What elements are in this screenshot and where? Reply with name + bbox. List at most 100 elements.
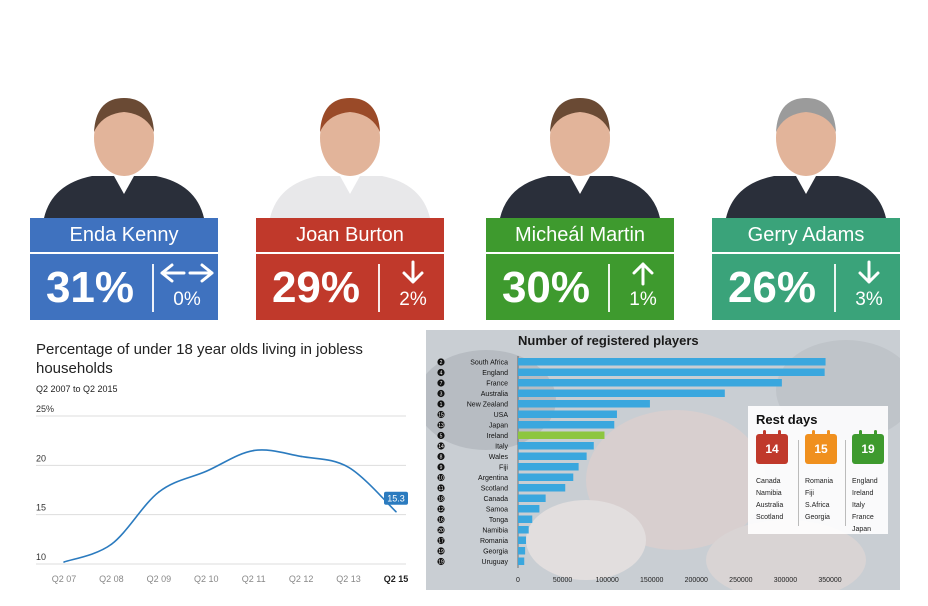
rank-badge xyxy=(437,547,445,555)
y-tick-label: 10 xyxy=(36,552,46,562)
leader-photo xyxy=(256,92,444,218)
data-point xyxy=(395,510,397,513)
data-point xyxy=(110,543,113,546)
players-chart: Number of registered players 0 50000 10000… xyxy=(426,330,900,590)
rank-label: 14 xyxy=(438,444,444,450)
calendar-icon: 19 xyxy=(852,430,884,464)
left-right-arrow-icon xyxy=(160,263,214,283)
bar xyxy=(518,484,566,492)
leader-change: 3% xyxy=(855,289,883,310)
rank-badge xyxy=(437,494,445,503)
bar xyxy=(518,379,782,387)
category-label: Samoa xyxy=(486,507,508,514)
bar xyxy=(518,421,615,429)
rest-days-teams: Romania Fiji S.Africa Georgia xyxy=(805,476,833,524)
data-point xyxy=(347,466,350,469)
data-point xyxy=(300,455,302,458)
category-label: Fiji xyxy=(499,465,508,472)
rank-label: 16 xyxy=(438,518,444,524)
category-label: Tonga xyxy=(489,517,508,524)
rest-days-team: Romania xyxy=(805,478,834,485)
x-tick-label: Q2 11 xyxy=(242,574,266,584)
data-point xyxy=(205,470,208,473)
rest-days-team: Namibia xyxy=(756,490,782,497)
players-chart-title: Number of registered players xyxy=(518,333,699,348)
category-label: Georgia xyxy=(483,549,508,556)
rank-badge xyxy=(437,410,445,419)
leader-stat-box: 30% 1% xyxy=(486,254,674,320)
rest-days-panel: Rest days 14 Canada Namibia Australia Scotla… xyxy=(748,406,888,534)
players-chart-plot: 0 50000 100000 150000 200000 250000 300000 3500… xyxy=(437,356,842,584)
leader-name: Micheál Martin xyxy=(486,218,674,252)
rank-label: 7 xyxy=(440,381,443,387)
end-value-label: 15.3 xyxy=(387,494,405,504)
leader-percent: 30% xyxy=(501,263,591,312)
rank-badge xyxy=(437,536,445,545)
category-label: Romania xyxy=(480,538,508,545)
category-label: Argentina xyxy=(478,475,508,482)
rest-days-team: Fiji xyxy=(805,490,814,497)
rank-badge xyxy=(437,389,445,398)
leader-percent: 29% xyxy=(271,263,361,312)
bar xyxy=(518,431,605,439)
leader-name: Joan Burton xyxy=(256,218,444,252)
bar xyxy=(518,400,650,408)
rank-badge xyxy=(437,442,445,450)
x-tick-label: 150000 xyxy=(640,577,663,584)
bar xyxy=(518,557,525,565)
rest-days-team: Canada xyxy=(756,478,781,485)
leader-stat-box: 29% 2% xyxy=(256,254,444,320)
leader-stat-box: 26% 3% xyxy=(712,254,900,320)
bar xyxy=(518,547,526,555)
rank-label: 2 xyxy=(440,360,443,366)
rank-label: 15 xyxy=(438,413,444,419)
rest-days-teams: England Ireland Italy France Japan xyxy=(852,476,878,536)
rank-label: 9 xyxy=(440,465,443,471)
category-label: Italy xyxy=(495,444,508,451)
leader-percent: 26% xyxy=(727,263,817,312)
x-tick-label: 100000 xyxy=(595,577,618,584)
category-label: Canada xyxy=(483,496,508,503)
jobless-chart-plot: 10 15 20 25% Q2 07 Q2 08 Q2 09 Q2 10 Q2 11 Q2 12 Q… xyxy=(36,404,408,584)
category-label: Uruguay xyxy=(482,559,509,566)
rank-badge xyxy=(437,358,445,366)
rank-label: 19 xyxy=(438,549,444,555)
stat-divider xyxy=(378,264,380,312)
leader-name: Gerry Adams xyxy=(712,218,900,252)
rank-label: 8 xyxy=(440,455,443,461)
x-tick-label: Q2 10 xyxy=(194,574,219,584)
rank-label: 1 xyxy=(440,402,443,408)
stat-divider xyxy=(608,264,610,312)
rank-label: 17 xyxy=(438,539,444,545)
data-point xyxy=(252,449,255,452)
x-tick-label: 300000 xyxy=(774,577,797,584)
rest-divider xyxy=(798,440,799,526)
leader-photo xyxy=(486,92,674,218)
rest-days-team: Georgia xyxy=(805,514,830,521)
category-label: France xyxy=(486,381,508,388)
bar xyxy=(518,358,826,366)
jobless-chart-subtitle: Q2 2007 to Q2 2015 xyxy=(36,384,118,394)
bar xyxy=(518,515,533,523)
rest-days-team: France xyxy=(852,514,874,521)
rest-divider xyxy=(845,440,846,526)
category-label: England xyxy=(482,370,508,377)
rank-label: 11 xyxy=(438,486,443,492)
jobless-chart: Percentage of under 18 year olds living … xyxy=(30,338,410,600)
leader-change: 0% xyxy=(173,289,201,310)
leader-stat-box: 31% 0% xyxy=(30,254,218,320)
rest-days-title: Rest days xyxy=(756,412,818,427)
bar xyxy=(518,536,527,544)
rank-badge xyxy=(437,526,445,534)
bar xyxy=(518,526,529,534)
x-tick-label: 350000 xyxy=(818,577,841,584)
bar xyxy=(518,452,587,460)
leader-name: Enda Kenny xyxy=(30,218,218,252)
calendar-icon: 14 xyxy=(756,430,788,464)
x-tick-label: 200000 xyxy=(685,577,708,584)
category-label: New Zealand xyxy=(467,402,508,409)
rank-badge xyxy=(437,431,445,440)
category-label: Namibia xyxy=(482,528,508,535)
bar xyxy=(518,368,825,376)
rank-label: 18 xyxy=(438,497,444,503)
